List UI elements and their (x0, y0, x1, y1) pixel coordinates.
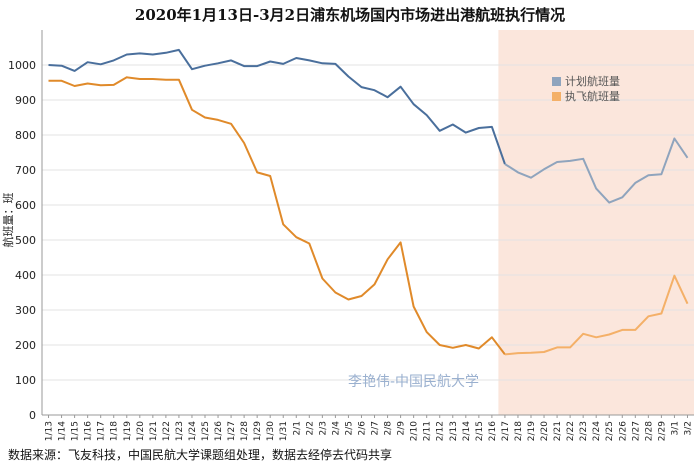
x-tick-label: 2/23 (579, 421, 589, 441)
x-tick-label: 2/11 (423, 421, 433, 441)
x-tick-label: 2/26 (618, 421, 628, 441)
legend-swatch (552, 77, 561, 86)
y-tick-label: 200 (15, 339, 36, 352)
x-tick-label: 2/24 (592, 421, 602, 441)
x-tick-label: 3/1 (670, 421, 680, 435)
x-tick-label: 2/15 (475, 421, 485, 441)
series-line-planned-forecast-period (504, 137, 689, 204)
x-tick-label: 1/18 (110, 421, 120, 441)
y-tick-label: 100 (15, 374, 36, 387)
y-tick-label: 1000 (8, 59, 36, 72)
x-tick-label: 1/15 (71, 421, 81, 441)
series-lines (48, 48, 689, 356)
x-tick-label: 1/25 (201, 421, 211, 441)
x-tick-label: 2/1 (292, 421, 302, 435)
x-tick-label: 1/30 (266, 421, 276, 441)
x-tick-label: 2/20 (540, 421, 550, 441)
x-tick-label: 1/26 (214, 421, 224, 441)
x-tick-label: 2/7 (371, 421, 381, 435)
x-tick-label: 1/28 (240, 421, 250, 441)
y-tick-label: 700 (15, 164, 36, 177)
x-tick-label: 2/28 (644, 421, 654, 441)
watermark-text: 李艳伟-中国民航大学 (348, 374, 479, 390)
x-tick-label: 2/29 (657, 421, 667, 441)
x-tick-label: 1/23 (175, 421, 185, 441)
x-tick-label: 2/19 (527, 421, 537, 441)
series-line-executed-forecast-period (504, 274, 689, 356)
x-tick-label: 1/13 (45, 421, 55, 441)
y-tick-labels: 0 100 200 300 400 500 600 700 800 900 1000 (8, 59, 36, 422)
x-tick-label: 2/2 (305, 421, 315, 435)
x-tick-label: 1/17 (97, 421, 107, 441)
x-tick-label: 2/21 (553, 421, 563, 441)
x-tick-label: 2/27 (631, 421, 641, 441)
x-tick-labels: 1/13 1/14 1/15 1/16 1/17 1/18 1/19 1/20 1/21 1/22… (45, 415, 693, 441)
series-line-planned (48, 48, 506, 165)
x-tick-label: 2/4 (331, 421, 341, 436)
x-tick-label: 2/25 (605, 421, 615, 441)
x-tick-label: 1/22 (162, 421, 172, 441)
y-tick-label: 300 (15, 304, 36, 317)
y-axis-label: 航班量：班 (1, 193, 15, 248)
x-tick-label: 2/18 (514, 421, 524, 441)
y-tick-label: 800 (15, 129, 36, 142)
x-tick-label: 2/6 (357, 421, 367, 436)
x-tick-label: 1/29 (253, 421, 263, 441)
y-tick-label: 900 (15, 94, 36, 107)
legend-label: 计划航班量 (565, 74, 620, 88)
legend-swatch (552, 92, 561, 101)
x-tick-label: 1/14 (58, 421, 68, 441)
x-tick-label: 2/14 (462, 421, 472, 441)
x-tick-label: 1/16 (84, 421, 94, 441)
chart-title: 2020年1月13日-3月2日浦东机场国内市场进出港航班执行情况 (134, 6, 566, 24)
x-tick-label: 2/10 (410, 421, 420, 441)
x-tick-label: 1/21 (149, 421, 159, 441)
axes (41, 30, 694, 416)
y-tick-label: 500 (15, 234, 36, 247)
x-tick-label: 1/27 (227, 421, 237, 441)
y-tick-label: 400 (15, 269, 36, 282)
x-tick-label: 2/17 (501, 421, 511, 441)
y-tick-label: 600 (15, 199, 36, 212)
x-tick-label: 2/16 (488, 421, 498, 441)
x-tick-label: 2/3 (318, 421, 328, 435)
x-tick-label: 2/8 (384, 421, 394, 436)
source-note: 数据来源：飞友科技，中国民航大学课题组处理，数据去经停去代码共享 (8, 448, 393, 462)
highlight-band (498, 30, 694, 415)
x-tick-label: 2/12 (436, 421, 446, 441)
x-tick-label: 2/13 (449, 421, 459, 441)
x-tick-label: 1/24 (188, 421, 198, 441)
x-tick-label: 3/2 (683, 421, 693, 435)
x-tick-label: 2/5 (344, 421, 354, 435)
y-tick-label: 0 (29, 409, 36, 422)
series-line-executed (48, 76, 506, 356)
x-tick-label: 1/31 (279, 421, 289, 441)
x-tick-label: 1/20 (136, 421, 146, 441)
x-tick-label: 2/9 (397, 421, 407, 436)
legend-label: 执飞航班量 (565, 89, 620, 103)
x-tick-label: 1/19 (123, 421, 133, 441)
x-tick-label: 2/22 (566, 421, 576, 441)
